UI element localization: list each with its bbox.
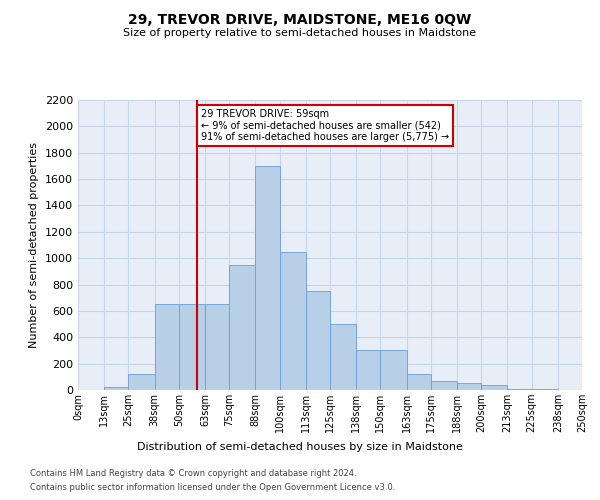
Bar <box>229 265 256 390</box>
Bar <box>104 386 128 390</box>
Bar <box>179 304 205 390</box>
Text: Distribution of semi-detached houses by size in Maidstone: Distribution of semi-detached houses by … <box>137 442 463 452</box>
Text: 29 TREVOR DRIVE: 59sqm
← 9% of semi-detached houses are smaller (542)
91% of sem: 29 TREVOR DRIVE: 59sqm ← 9% of semi-deta… <box>201 109 449 142</box>
Text: Contains public sector information licensed under the Open Government Licence v3: Contains public sector information licen… <box>30 484 395 492</box>
Bar <box>508 388 532 390</box>
Bar <box>380 350 407 390</box>
Bar <box>128 374 155 390</box>
Y-axis label: Number of semi-detached properties: Number of semi-detached properties <box>29 142 40 348</box>
Bar <box>205 304 229 390</box>
Bar <box>306 291 330 390</box>
Bar <box>457 384 481 390</box>
Bar <box>280 252 306 390</box>
Bar <box>330 324 356 390</box>
Bar <box>356 350 380 390</box>
Text: Contains HM Land Registry data © Crown copyright and database right 2024.: Contains HM Land Registry data © Crown c… <box>30 468 356 477</box>
Bar <box>431 382 457 390</box>
Bar <box>256 166 280 390</box>
Text: Size of property relative to semi-detached houses in Maidstone: Size of property relative to semi-detach… <box>124 28 476 38</box>
Bar <box>155 304 179 390</box>
Bar <box>407 374 431 390</box>
Bar <box>481 386 508 390</box>
Text: 29, TREVOR DRIVE, MAIDSTONE, ME16 0QW: 29, TREVOR DRIVE, MAIDSTONE, ME16 0QW <box>128 12 472 26</box>
